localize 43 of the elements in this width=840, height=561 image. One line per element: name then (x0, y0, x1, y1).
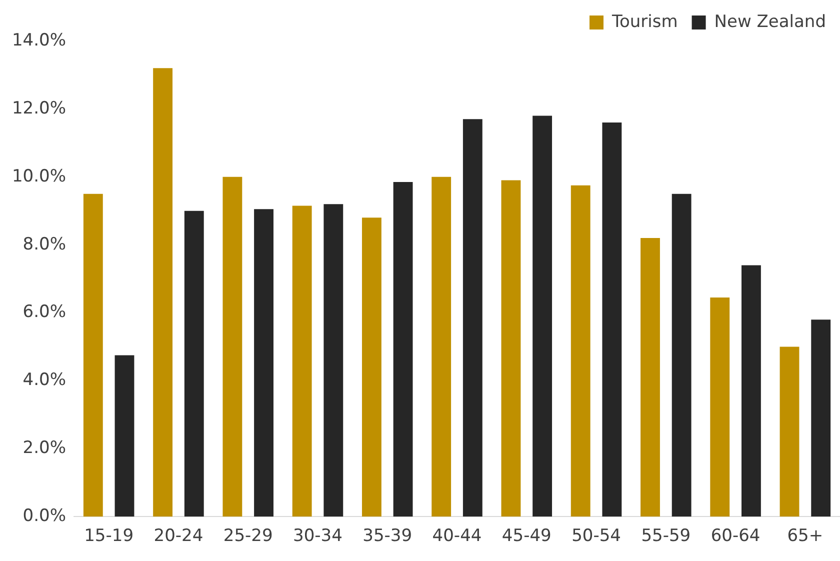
bar (532, 116, 552, 517)
bar (292, 206, 312, 517)
bar (114, 355, 134, 517)
x-tick-label: 65+ (787, 526, 824, 546)
bar (362, 218, 382, 517)
bar (570, 185, 590, 517)
y-tick-label: 10.0% (12, 166, 66, 186)
bar (393, 182, 413, 517)
bar (672, 194, 692, 517)
x-tick-label: 25-29 (223, 526, 273, 546)
x-tick-label: 55-59 (641, 526, 691, 546)
y-tick-label: 2.0% (22, 438, 66, 458)
bar (432, 176, 452, 517)
x-tick-label: 40-44 (432, 526, 482, 546)
bar (640, 238, 660, 517)
bar (710, 297, 730, 517)
y-tick-label: 12.0% (12, 98, 66, 118)
y-tick-label: 0.0% (22, 506, 66, 526)
x-tick-label: 15-19 (84, 526, 134, 546)
y-tick-label: 6.0% (22, 302, 66, 322)
legend-label: Tourism (610, 12, 678, 32)
x-tick-label: 35-39 (362, 526, 412, 546)
bar (83, 194, 103, 517)
bar (153, 68, 173, 517)
x-tick-label: 45-49 (502, 526, 552, 546)
x-tick-label: 30-34 (293, 526, 342, 546)
x-tick-label: 50-54 (572, 526, 621, 546)
bar (184, 210, 204, 517)
bar (254, 209, 274, 517)
x-tick-label: 60-64 (710, 526, 760, 546)
bar (602, 122, 622, 517)
bar (324, 204, 344, 517)
x-tick-label: 20-24 (154, 526, 204, 546)
bar (462, 119, 482, 517)
y-tick-label: 14.0% (12, 30, 66, 50)
bar (222, 176, 242, 517)
y-tick-label: 8.0% (22, 234, 66, 254)
y-tick-label: 4.0% (22, 370, 66, 390)
bar (742, 265, 761, 517)
bar (780, 346, 800, 517)
legend-label: New Zealand (714, 12, 826, 32)
bar (501, 180, 521, 517)
bar (811, 320, 831, 517)
